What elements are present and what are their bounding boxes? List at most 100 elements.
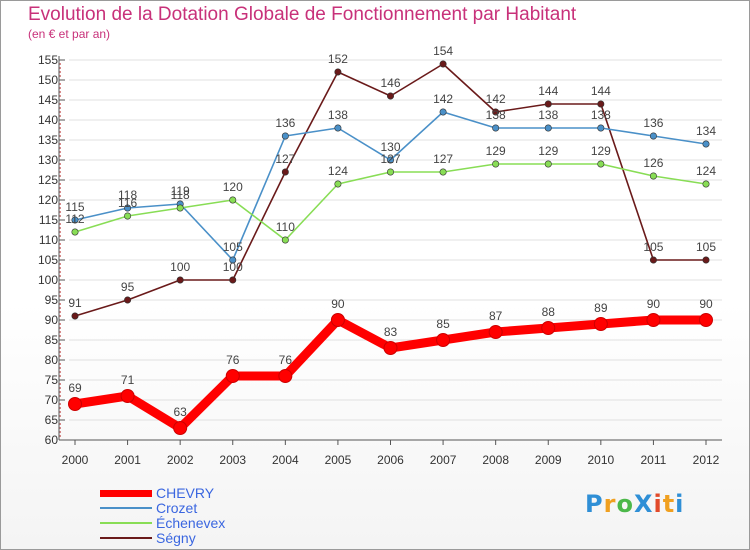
data-point (173, 421, 188, 435)
data-label: 130 (380, 140, 400, 154)
data-point (544, 100, 552, 108)
data-point (436, 333, 451, 347)
data-label: 105 (696, 240, 716, 254)
data-label: 120 (223, 180, 243, 194)
data-point (593, 317, 608, 331)
data-point (597, 124, 605, 132)
y-tick-label: 85 (45, 333, 59, 347)
data-point (597, 160, 605, 168)
data-label: 142 (486, 92, 506, 106)
data-point (492, 108, 500, 116)
data-point (646, 313, 661, 327)
y-tick-label: 145 (38, 93, 58, 107)
data-point (649, 132, 657, 140)
data-point (334, 180, 342, 188)
data-label: 126 (643, 156, 663, 170)
data-label: 69 (68, 381, 82, 395)
data-point (278, 369, 293, 383)
y-tick-label: 140 (38, 113, 58, 127)
data-label: 127 (275, 152, 295, 166)
data-point (439, 108, 447, 116)
y-tick-label: 70 (45, 393, 59, 407)
x-tick-label: 2000 (62, 453, 89, 467)
data-point (386, 168, 394, 176)
y-tick-label: 65 (45, 413, 59, 427)
data-point (124, 212, 132, 220)
data-label: 144 (538, 84, 558, 98)
y-tick-label: 155 (38, 53, 58, 67)
data-point (649, 172, 657, 180)
data-label: 136 (643, 116, 663, 130)
legend-swatch (100, 489, 152, 497)
data-label: 90 (699, 297, 713, 311)
data-label: 71 (121, 373, 135, 387)
y-tick-label: 60 (45, 433, 59, 447)
data-point (492, 124, 500, 132)
y-tick-label: 150 (38, 73, 58, 87)
legend-label: CHEVRY (156, 485, 215, 501)
data-label: 119 (171, 184, 190, 198)
x-tick-label: 2003 (219, 453, 246, 467)
data-point (71, 312, 79, 320)
y-tick-label: 95 (45, 293, 59, 307)
data-label: 76 (279, 353, 293, 367)
x-tick-label: 2011 (641, 453, 667, 467)
data-point (544, 124, 552, 132)
data-label: 146 (380, 76, 400, 90)
data-labels: 91 95 100 100 127 152 146 154 142 144 144 105 105 115… (65, 44, 716, 419)
data-point (229, 276, 237, 284)
data-point (439, 168, 447, 176)
data-point (71, 216, 79, 224)
y-tick-label: 80 (45, 353, 59, 367)
data-label: 127 (380, 152, 400, 166)
data-label: 85 (436, 317, 450, 331)
data-label: 88 (542, 305, 556, 319)
x-tick-label: 2002 (167, 453, 194, 467)
data-point (120, 389, 135, 403)
data-label: 91 (68, 296, 82, 310)
data-point (281, 168, 289, 176)
data-label: 76 (226, 353, 240, 367)
data-point (330, 313, 345, 327)
data-label: 87 (489, 309, 503, 323)
x-tick-label: 2006 (377, 453, 404, 467)
x-tick-label: 2007 (430, 453, 457, 467)
data-label: 134 (696, 124, 716, 138)
y-tick-label: 120 (38, 193, 58, 207)
data-label: 105 (643, 240, 663, 254)
data-label: 124 (328, 164, 348, 178)
data-point (281, 236, 289, 244)
data-point (702, 180, 710, 188)
data-point (176, 204, 184, 212)
data-point (488, 325, 503, 339)
data-label: 138 (538, 108, 558, 122)
x-tick-label: 2005 (325, 453, 352, 467)
data-label: 105 (223, 240, 243, 254)
x-tick-label: 2004 (272, 453, 299, 467)
chart-title: Evolution de la Dotation Globale de Fonc… (28, 4, 577, 25)
data-label: 136 (275, 116, 295, 130)
data-label: 127 (433, 152, 453, 166)
y-tick-label: 110 (39, 233, 58, 247)
legend-label: Crozet (156, 500, 198, 516)
legend-swatch (100, 522, 152, 524)
data-label: 95 (121, 280, 135, 294)
x-tick-label: 2008 (482, 453, 509, 467)
data-point (492, 160, 500, 168)
data-point (702, 140, 710, 148)
data-label: 129 (486, 144, 506, 158)
data-point (124, 296, 132, 304)
legend-swatch (100, 507, 152, 509)
data-point (68, 397, 82, 411)
data-label: 63 (173, 405, 187, 419)
y-tick-label: 105 (38, 253, 58, 267)
data-label: 138 (486, 108, 506, 122)
data-point (597, 100, 605, 108)
data-point (225, 369, 240, 383)
data-label: 129 (591, 144, 611, 158)
series-lines (68, 60, 713, 435)
data-label: 90 (331, 297, 345, 311)
data-label: 124 (696, 164, 716, 178)
